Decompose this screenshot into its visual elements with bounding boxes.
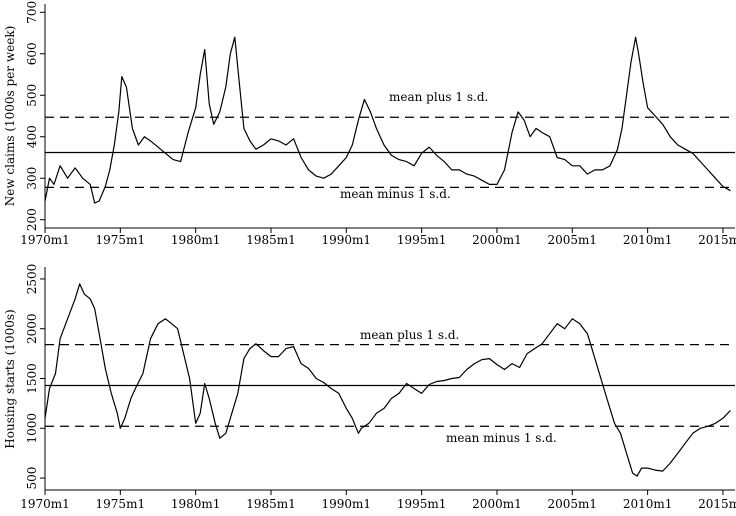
housing-starts-y-ticks: 500 1000 1500 2000 2500 — [25, 264, 45, 490]
new-claims-x-tick-label: 1995m1 — [397, 233, 447, 247]
new-claims-y-tick-label: 500 — [25, 84, 39, 107]
new-claims-y-tick-label: 600 — [25, 42, 39, 65]
new-claims-y-tick-label: 700 — [25, 1, 39, 24]
housing-starts-x-tick-label: 1970m1 — [20, 497, 70, 511]
new-claims-x-ticks: 1970m1 1975m1 1980m1 1985m1 1990m1 1995m1 2000… — [20, 228, 736, 247]
new-claims-y-tick-label: 200 — [25, 208, 39, 231]
housing-starts-reference-lines — [45, 344, 735, 427]
housing-starts-y-tick-label: 2000 — [25, 313, 39, 344]
new-claims-x-tick-label: 1985m1 — [246, 233, 296, 247]
housing-starts-y-tick-label: 1000 — [25, 413, 39, 444]
new-claims-x-tick-label: 1990m1 — [322, 233, 372, 247]
housing-starts-y-tick-label: 1500 — [25, 363, 39, 394]
new-claims-panel: New claims (1000s per week) 200 300 400 500… — [3, 1, 736, 247]
housing-starts-y-tick-label: 2500 — [25, 264, 39, 295]
new-claims-series-line — [44, 36, 731, 204]
new-claims-y-axis-label: New claims (1000s per week) — [3, 26, 17, 207]
housing-starts-x-tick-label: 2015m1 — [698, 497, 736, 511]
housing-starts-x-tick-label: 1980m1 — [171, 497, 221, 511]
new-claims-x-tick-label: 1970m1 — [20, 233, 70, 247]
housing-starts-mean-minus-annotation: mean minus 1 s.d. — [446, 431, 557, 445]
new-claims-x-tick-label: 2010m1 — [623, 233, 673, 247]
new-claims-y-ticks: 200 300 400 500 600 700 — [25, 1, 45, 231]
new-claims-x-tick-label: 2015m1 — [698, 233, 736, 247]
housing-starts-y-axis-label: Housing starts (1000s) — [3, 309, 17, 448]
new-claims-x-tick-label: 2005m1 — [548, 233, 598, 247]
new-claims-mean-plus-annotation: mean plus 1 s.d. — [389, 90, 488, 104]
housing-starts-x-tick-label: 2005m1 — [548, 497, 598, 511]
housing-starts-mean-plus-annotation: mean plus 1 s.d. — [360, 328, 459, 342]
housing-starts-series-line — [44, 283, 731, 477]
new-claims-x-tick-label: 1980m1 — [171, 233, 221, 247]
housing-starts-x-tick-label: 1985m1 — [246, 497, 296, 511]
new-claims-mean-minus-annotation: mean minus 1 s.d. — [340, 187, 451, 201]
new-claims-y-tick-label: 400 — [25, 125, 39, 148]
housing-starts-x-tick-label: 1995m1 — [397, 497, 447, 511]
housing-starts-x-tick-label: 2000m1 — [472, 497, 522, 511]
new-claims-x-tick-label: 2000m1 — [472, 233, 522, 247]
housing-starts-x-ticks: 1970m1 1975m1 1980m1 1985m1 1990m1 1995m1 2000… — [20, 490, 736, 511]
new-claims-x-tick-label: 1975m1 — [96, 233, 146, 247]
housing-starts-panel: Housing starts (1000s) 500 1000 1500 2000 25… — [3, 264, 736, 511]
housing-starts-y-tick-label: 500 — [25, 467, 39, 490]
housing-starts-x-tick-label: 1975m1 — [96, 497, 146, 511]
new-claims-y-tick-label: 300 — [25, 167, 39, 190]
housing-starts-x-tick-label: 2010m1 — [623, 497, 673, 511]
housing-starts-x-tick-label: 1990m1 — [322, 497, 372, 511]
